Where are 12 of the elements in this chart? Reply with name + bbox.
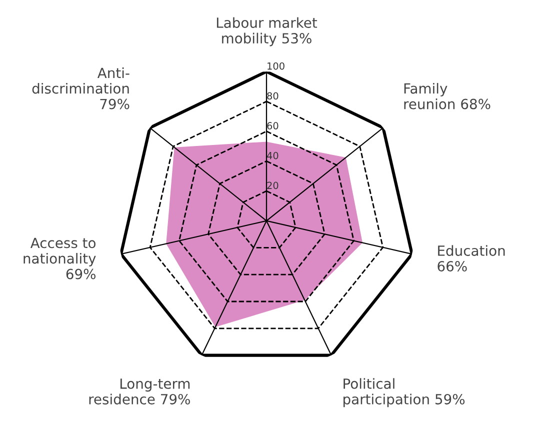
y-tick-label: 20 (267, 182, 278, 190)
y-tick-label: 60 (267, 122, 278, 130)
spoke-label: Long-term residence 79% (89, 378, 190, 404)
spoke-label: Labour market mobility 53% (216, 17, 318, 46)
y-tick-label: 80 (267, 92, 278, 100)
spoke-label: Access to nationality 69% (24, 238, 96, 280)
spoke-label: Political participation 59% (344, 378, 465, 408)
y-tick-label: 40 (266, 152, 278, 160)
y-tick-label: 100 (268, 62, 284, 70)
spoke-label: Education 66% (438, 245, 505, 272)
spoke-label: Anti- discrimination 79% (32, 67, 130, 110)
spoke-label: Family reunion 68% (404, 82, 490, 110)
